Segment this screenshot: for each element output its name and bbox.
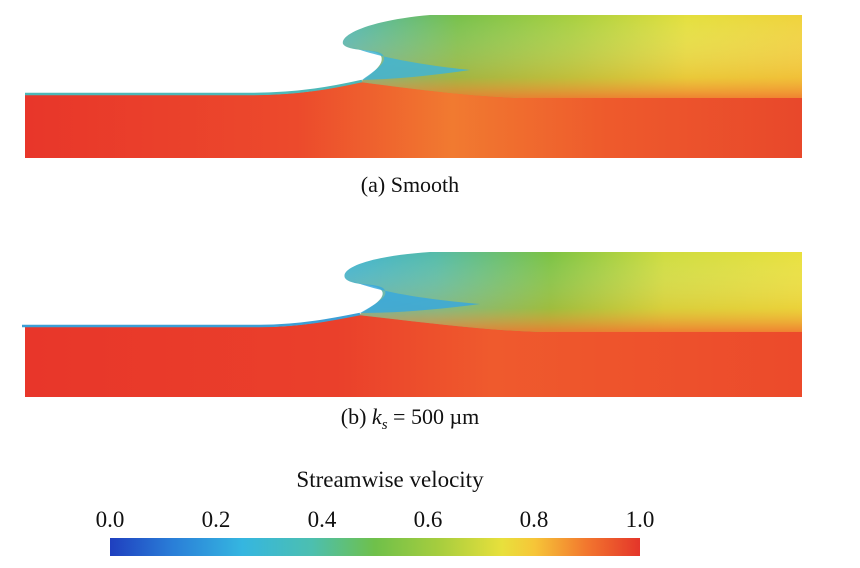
colorbar-gradient <box>110 538 640 556</box>
panel-a-interface <box>25 79 363 96</box>
panel-a-contour <box>25 15 802 158</box>
colorbar-tick-label: 0.6 <box>414 507 443 532</box>
colorbar-tick-label: 1.0 <box>626 507 655 532</box>
colorbar-tick-label: 0.8 <box>520 507 549 532</box>
panel-b-caption: (b) ks = 500 µm <box>341 404 479 433</box>
panel-b-liquid-region <box>25 312 802 397</box>
panel-a-caption: (a) Smooth <box>361 172 459 197</box>
colorbar-title: Streamwise velocity <box>296 467 484 492</box>
panel-a-cavity-pocket <box>352 47 470 80</box>
colorbar-ticks: 0.0 0.2 0.4 0.6 0.8 1.0 <box>96 507 655 532</box>
panel-b-interface <box>22 312 361 328</box>
panel-b-wake-shading <box>344 252 802 332</box>
colorbar-tick-label: 0.0 <box>96 507 125 532</box>
colorbar-tick-label: 0.2 <box>202 507 231 532</box>
panel-b-contour <box>22 252 802 397</box>
colorbar: Streamwise velocity 0.0 0.2 0.4 0.6 0.8 1.0 <box>96 467 655 556</box>
panel-a-wake-shading <box>342 15 802 98</box>
panel-b-cavity-pocket <box>352 281 480 313</box>
colorbar-tick-label: 0.4 <box>308 507 337 532</box>
